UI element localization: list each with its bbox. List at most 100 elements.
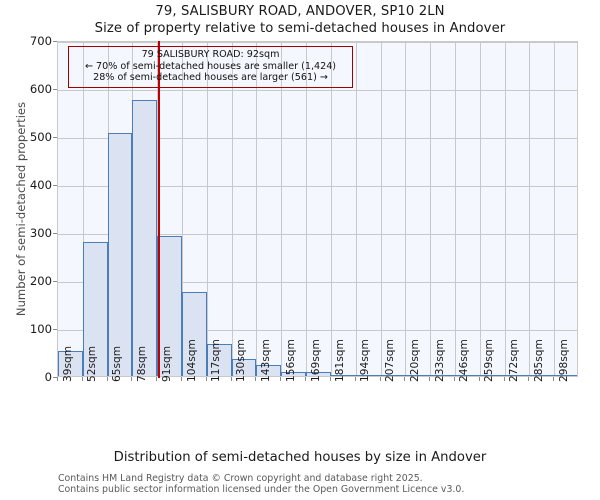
gridline-vertical	[331, 42, 332, 376]
gridline-horizontal	[58, 282, 577, 283]
gridline-vertical	[405, 42, 406, 376]
x-axis-tick-mark	[553, 377, 555, 381]
histogram-bar	[355, 374, 381, 376]
x-axis-tick-label: 220sqm	[408, 339, 421, 382]
y-axis-tick-mark	[53, 185, 57, 186]
gridlines	[58, 42, 577, 376]
x-axis-tick-mark	[503, 377, 505, 381]
histogram-bars	[58, 42, 577, 376]
gridline-horizontal	[58, 234, 577, 235]
x-axis-tick-mark	[181, 377, 183, 381]
x-axis-tick-label: 207sqm	[384, 339, 397, 382]
x-axis-tick-mark	[478, 377, 480, 381]
x-axis-tick-label: 117sqm	[210, 339, 223, 382]
x-axis-tick-label: 181sqm	[334, 339, 347, 382]
x-axis-tick-mark	[57, 377, 58, 381]
gridline-vertical	[83, 42, 84, 376]
histogram-bar	[479, 375, 505, 376]
footer-line-2: Contains public sector information licen…	[58, 484, 465, 495]
x-axis-tick-mark	[329, 377, 331, 381]
gridline-vertical	[207, 42, 208, 376]
annotation-line-1: 79 SALISBURY ROAD: 92sqm	[141, 49, 280, 60]
footer-line-1: Contains HM Land Registry data © Crown c…	[58, 473, 423, 484]
y-axis-tick-label: 200	[29, 274, 52, 288]
x-axis-tick-mark	[404, 377, 406, 381]
y-axis-tick-mark	[53, 233, 57, 234]
y-axis-ticks: 0 100 200 300 400 500 600 700	[0, 0, 57, 500]
gridline-vertical	[182, 42, 183, 376]
histogram-bar	[157, 236, 183, 376]
histogram-bar	[554, 375, 577, 376]
annotation-line-2: ← 70% of semi-detached houses are smalle…	[84, 60, 337, 72]
histogram-bar	[380, 375, 406, 376]
gridline-horizontal	[58, 138, 577, 139]
property-size-marker-line	[158, 41, 160, 378]
x-axis-tick-mark	[528, 377, 530, 381]
gridline-vertical	[256, 42, 257, 376]
y-axis-tick-mark	[53, 89, 57, 90]
x-axis-tick-mark	[106, 377, 108, 381]
x-axis-tick-mark	[453, 377, 455, 381]
gridline-vertical	[480, 42, 481, 376]
x-axis-label: Distribution of semi-detached houses by …	[113, 450, 487, 465]
gridline-horizontal	[58, 186, 577, 187]
histogram-bar	[107, 132, 133, 376]
x-axis-tick-mark	[131, 377, 133, 381]
x-axis-tick-label: 233sqm	[433, 339, 446, 382]
x-axis-tick-label: 194sqm	[359, 339, 372, 382]
histogram-bar	[330, 375, 356, 376]
x-axis-tick-label: 52sqm	[86, 345, 99, 382]
x-axis-tick-label: 156sqm	[284, 339, 297, 382]
x-axis-tick-label: 298sqm	[557, 339, 570, 382]
y-axis-tick-label: 600	[29, 82, 52, 96]
y-axis-tick-mark	[53, 329, 57, 330]
x-axis-tick-mark	[230, 377, 232, 381]
histogram-bar	[504, 375, 530, 376]
histogram-bar	[82, 241, 108, 376]
histogram-bar	[529, 375, 555, 376]
gridline-vertical	[505, 42, 506, 376]
histogram-bar	[430, 375, 455, 376]
y-axis-tick-label: 700	[29, 34, 52, 48]
gridline-vertical	[430, 42, 431, 376]
y-axis-tick-mark	[53, 41, 57, 42]
gridline-vertical	[554, 42, 555, 376]
x-axis-tick-label: 65sqm	[111, 345, 124, 382]
y-axis-tick-label: 300	[29, 226, 52, 240]
x-axis-tick-label: 272sqm	[508, 339, 521, 382]
histogram-bar	[405, 374, 431, 376]
y-axis-tick-mark	[53, 137, 57, 138]
x-axis-tick-mark	[280, 377, 282, 381]
y-axis-tick-label: 500	[29, 130, 52, 144]
histogram-bar	[182, 292, 207, 376]
gridline-vertical	[529, 42, 530, 376]
x-axis-tick-label: 259sqm	[483, 339, 496, 382]
histogram-bar	[281, 372, 307, 376]
x-axis-tick-label: 285sqm	[532, 339, 545, 382]
gridline-vertical	[157, 42, 158, 376]
y-axis-tick-label: 100	[29, 322, 52, 336]
gridline-vertical	[455, 42, 456, 376]
histogram-bar	[306, 371, 331, 376]
histogram-bar	[256, 365, 282, 376]
gridline-vertical	[232, 42, 233, 376]
gridline-horizontal	[58, 42, 577, 43]
attribution-footer: Contains HM Land Registry data © Crown c…	[58, 473, 598, 495]
gridline-vertical	[381, 42, 382, 376]
x-axis-tick-mark	[205, 377, 207, 381]
x-axis-tick-label: 130sqm	[235, 339, 248, 382]
gridline-vertical	[281, 42, 282, 376]
x-axis-tick-mark	[156, 377, 158, 381]
x-axis-tick-mark	[255, 377, 257, 381]
histogram-bar	[132, 100, 158, 376]
y-axis-tick-label: 400	[29, 178, 52, 192]
y-axis-tick-label: 0	[44, 370, 52, 384]
histogram-bar	[231, 359, 257, 376]
annotation-box: 79 SALISBURY ROAD: 92sqm ← 70% of semi-d…	[68, 46, 353, 88]
x-axis-tick-mark	[81, 377, 83, 381]
annotation-line-3: 28% of semi-detached houses are larger (…	[93, 72, 328, 84]
x-axis-tick-mark	[429, 377, 431, 381]
histogram-bar	[206, 343, 232, 376]
